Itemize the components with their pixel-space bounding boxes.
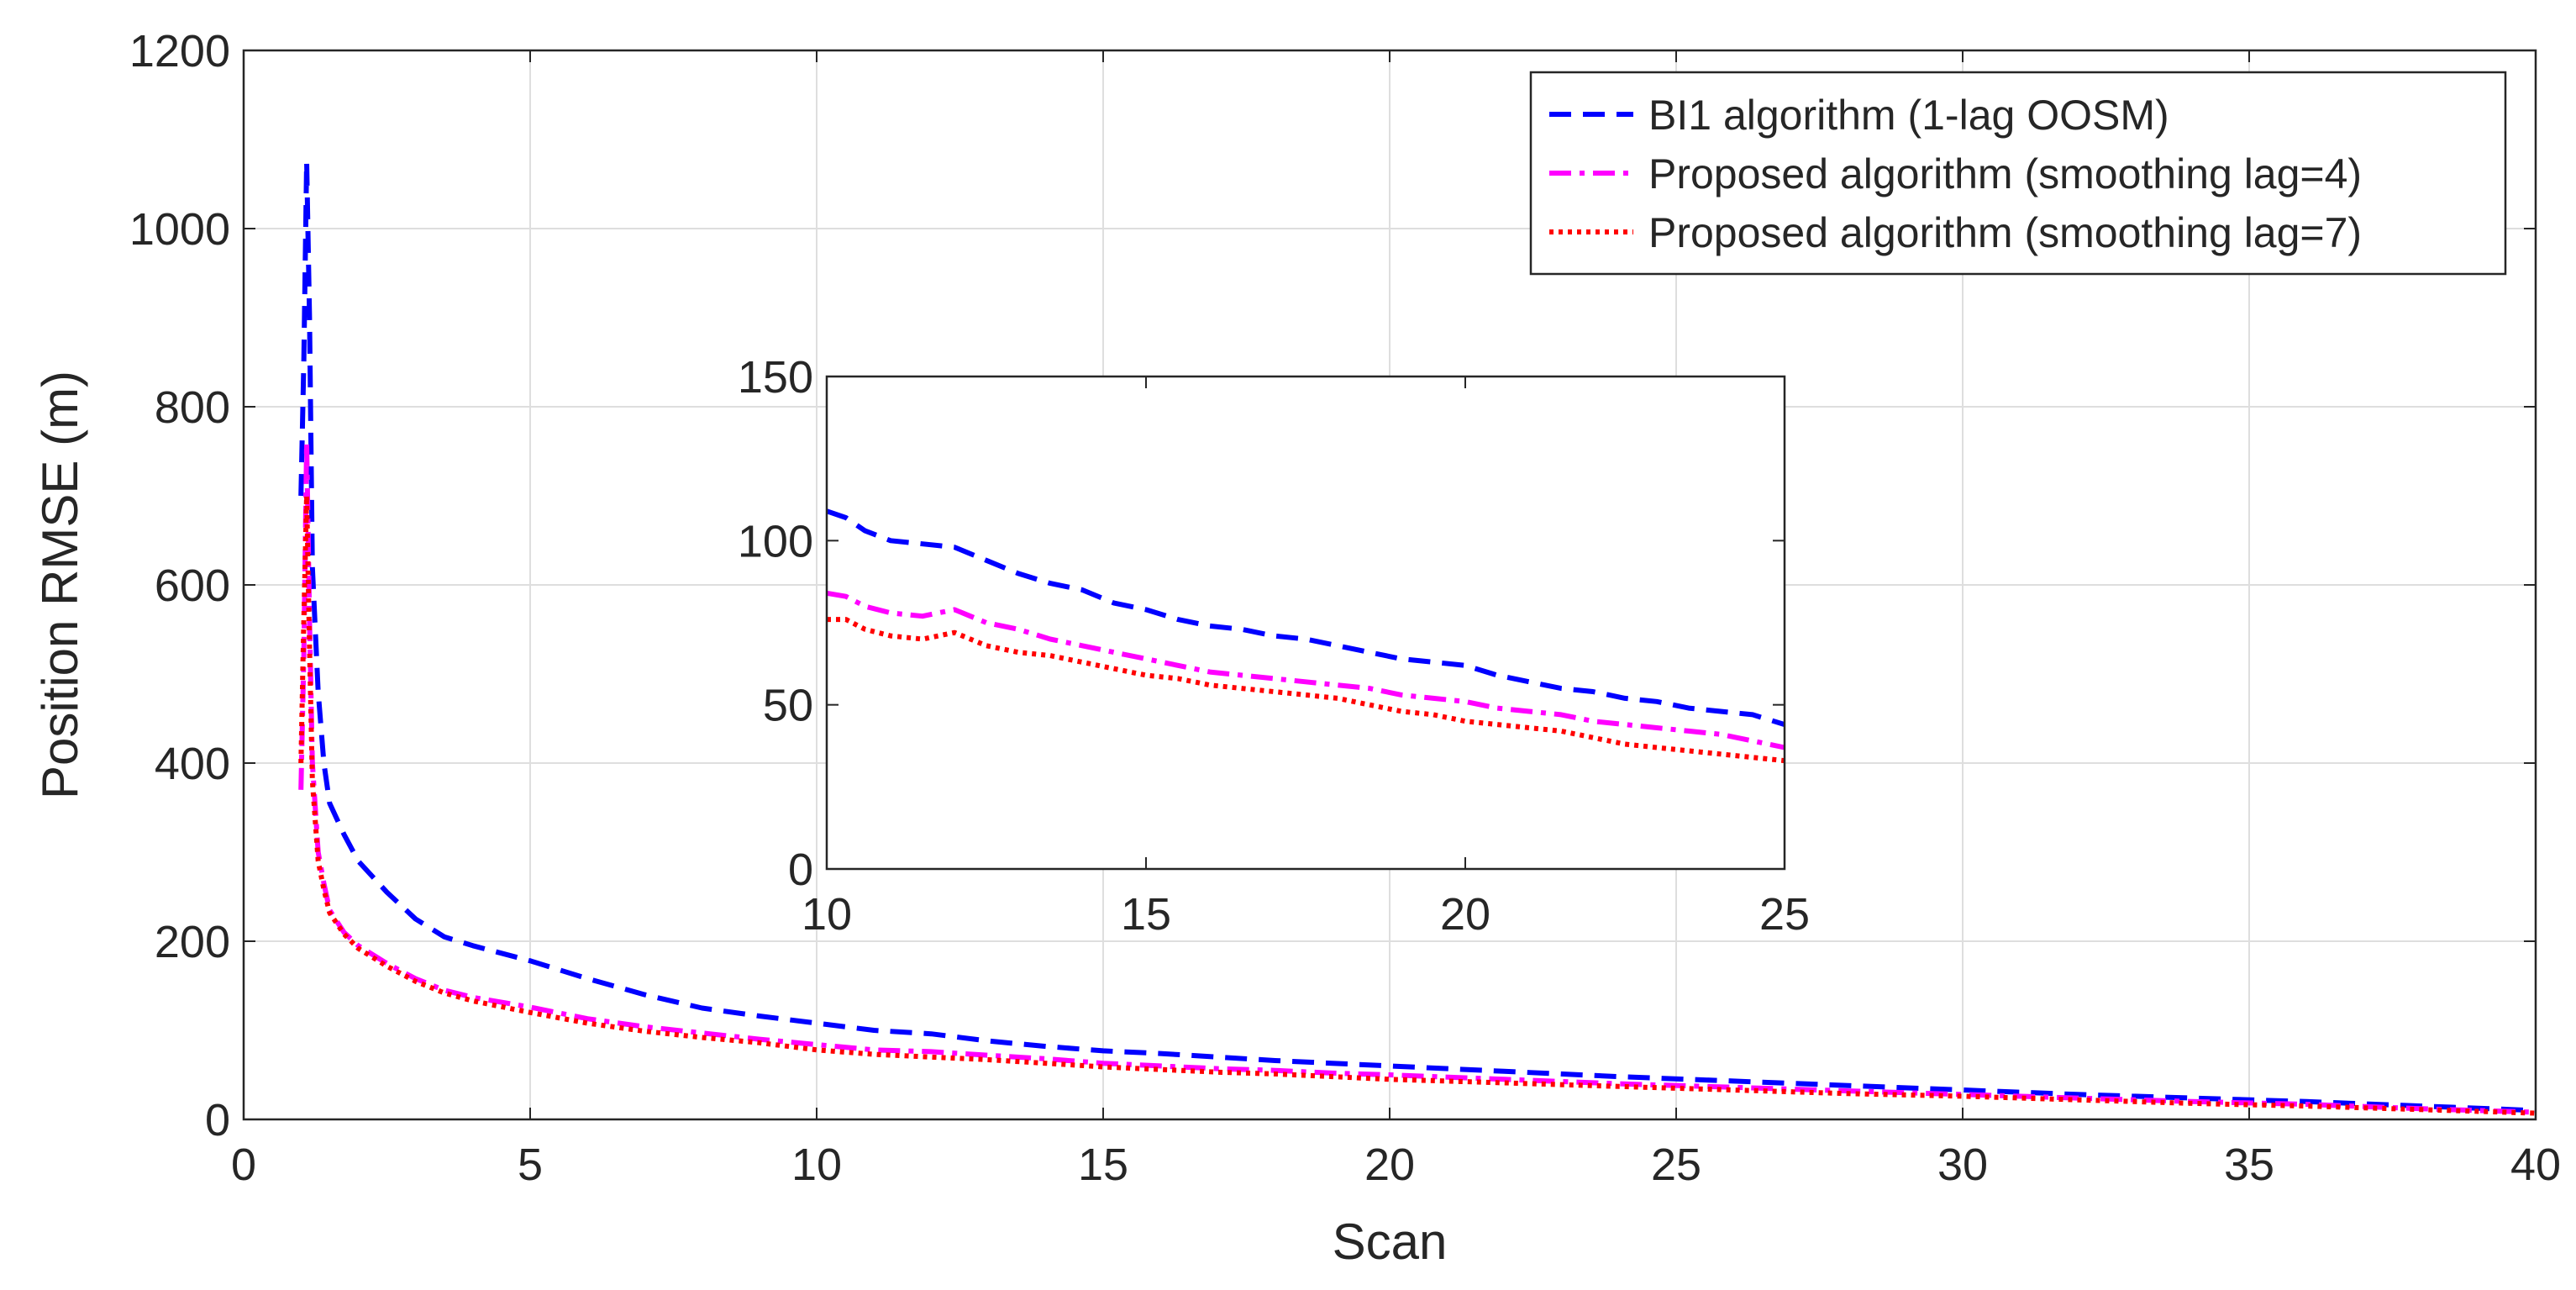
main-y-tick-label: 800	[155, 382, 230, 433]
main-x-tick-label: 15	[1078, 1140, 1128, 1190]
main-x-tick-label: 40	[2510, 1140, 2561, 1190]
legend-label-3: Proposed algorithm (smoothing lag=7)	[1648, 209, 2362, 256]
inset-plot-area	[827, 376, 1785, 869]
main-x-tick-label: 5	[518, 1140, 543, 1190]
inset-axes-box	[825, 375, 1786, 871]
inset-series-line-2	[826, 590, 1785, 750]
main-x-tick-label: 20	[1364, 1140, 1415, 1190]
legend-label-1: BI1 algorithm (1-lag OOSM)	[1648, 92, 2169, 139]
inset-y-tick-label: 50	[763, 681, 813, 731]
main-y-tick-label: 1000	[129, 204, 230, 255]
main-x-tick-label: 35	[2224, 1140, 2274, 1190]
inset-x-tick-label: 10	[802, 889, 852, 940]
inset-y-tick-label: 150	[738, 352, 813, 403]
inset-series-line-3	[827, 617, 1785, 764]
legend-box	[1529, 71, 2507, 276]
main-x-tick-label: 10	[791, 1140, 842, 1190]
main-y-tick-label: 600	[155, 561, 230, 611]
inset-y-tick-label: 100	[738, 516, 813, 566]
inset-x-tick-label: 25	[1759, 889, 1810, 940]
legend-label-2: Proposed algorithm (smoothing lag=4)	[1648, 150, 2362, 197]
main-y-tick-label: 400	[155, 739, 230, 789]
inset-x-tick-label: 20	[1440, 889, 1490, 940]
main-x-tick-label: 30	[1937, 1140, 1988, 1190]
inset-plot: 10 15 20 25 0 50 100 150	[738, 352, 1810, 940]
main-y-tick-label: 1200	[129, 26, 230, 76]
inset-x-tick-label: 15	[1121, 889, 1171, 940]
main-x-tick-label: 25	[1651, 1140, 1701, 1190]
main-x-tick-label: 0	[231, 1140, 256, 1190]
legend: BI1 algorithm (1-lag OOSM) Proposed algor…	[1529, 71, 2507, 276]
inset-series-line-1	[826, 508, 1785, 727]
main-series-line-1	[298, 159, 2537, 1114]
main-y-tick-label: 200	[155, 917, 230, 967]
x-axis-title: Scan	[1333, 1214, 1448, 1270]
main-y-tick-label: 0	[205, 1095, 230, 1145]
inset-y-tick-label: 0	[788, 845, 813, 895]
y-axis-title: Position RMSE (m)	[32, 371, 88, 799]
